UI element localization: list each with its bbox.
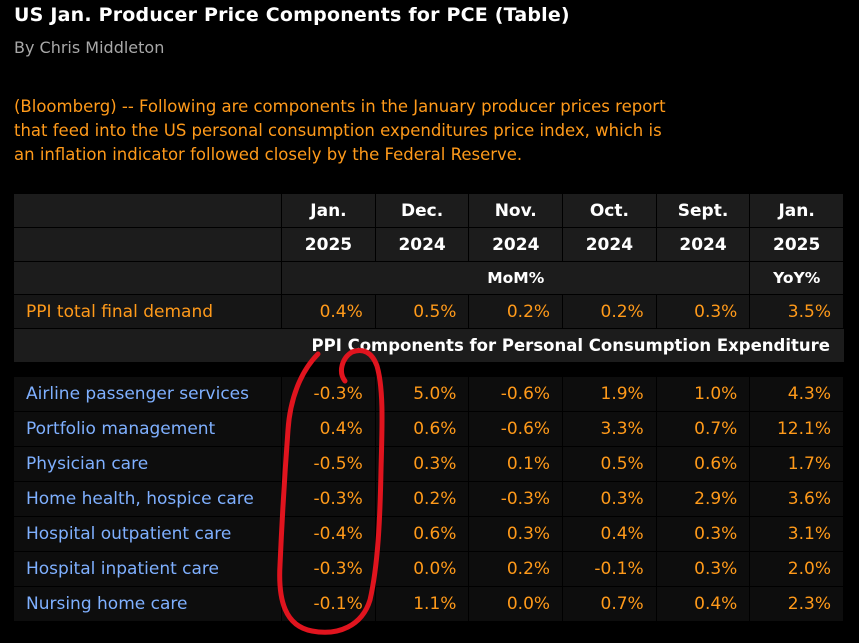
value-cell: 0.2%: [469, 295, 564, 329]
row-label: PPI total final demand: [14, 295, 283, 329]
value-cell: 0.0%: [469, 587, 564, 622]
value-cell: -0.3%: [282, 552, 376, 587]
value-cell: 2.9%: [656, 482, 751, 517]
value-cell: 1.1%: [375, 587, 470, 622]
header-month: Jan.: [750, 194, 844, 228]
spacer-cell: [14, 363, 844, 377]
components-header-spacer: [14, 329, 283, 363]
row-label: Airline passenger services: [14, 377, 283, 412]
value-cell: 0.4%: [282, 295, 376, 329]
value-cell: 0.4%: [282, 412, 376, 447]
value-cell: 0.6%: [375, 517, 470, 552]
row-label: Nursing home care: [14, 587, 283, 622]
value-cell: -0.5%: [282, 447, 376, 482]
header-year: 2025: [750, 228, 844, 262]
table-row: Hospital outpatient care -0.4% 0.6% 0.3%…: [14, 517, 844, 552]
header-month: Dec.: [375, 194, 470, 228]
header-year: 2024: [563, 228, 657, 262]
value-cell: -0.3%: [282, 482, 376, 517]
value-cell: 0.2%: [375, 482, 470, 517]
row-label: Home health, hospice care: [14, 482, 283, 517]
value-cell: 0.4%: [656, 587, 751, 622]
header-year: 2025: [282, 228, 376, 262]
headline: US Jan. Producer Price Components for PC…: [14, 4, 570, 26]
row-label: Hospital inpatient care: [14, 552, 283, 587]
table-row: Hospital inpatient care -0.3% 0.0% 0.2% …: [14, 552, 844, 587]
table-row: Portfolio management 0.4% 0.6% -0.6% 3.3…: [14, 412, 844, 447]
ppi-components-table: Jan. Dec. Nov. Oct. Sept. Jan. 2025 2024…: [14, 194, 844, 622]
header-month: Jan.: [282, 194, 376, 228]
value-cell: 0.3%: [656, 295, 751, 329]
value-cell: 5.0%: [375, 377, 470, 412]
row-label: Portfolio management: [14, 412, 283, 447]
table-spacer: [14, 363, 844, 377]
row-label: Physician care: [14, 447, 283, 482]
mom-label: MoM%: [282, 262, 751, 295]
components-title: PPI Components for Personal Consumption …: [282, 329, 844, 363]
value-cell: 0.4%: [563, 517, 657, 552]
table-row: Physician care -0.5% 0.3% 0.1% 0.5% 0.6%…: [14, 447, 844, 482]
value-cell: 0.3%: [375, 447, 470, 482]
value-cell: 0.3%: [656, 552, 751, 587]
header-month: Oct.: [563, 194, 657, 228]
value-cell: 2.0%: [750, 552, 844, 587]
value-cell: 0.7%: [656, 412, 751, 447]
value-cell: 0.6%: [656, 447, 751, 482]
table-row: Airline passenger services -0.3% 5.0% -0…: [14, 377, 844, 412]
value-cell: 0.2%: [563, 295, 657, 329]
value-cell: 0.3%: [656, 517, 751, 552]
header-row-months: Jan. Dec. Nov. Oct. Sept. Jan.: [14, 194, 844, 228]
value-cell: 12.1%: [750, 412, 844, 447]
value-cell: -0.1%: [282, 587, 376, 622]
table-row: Home health, hospice care -0.3% 0.2% -0.…: [14, 482, 844, 517]
value-cell: 1.0%: [656, 377, 751, 412]
value-cell: -0.3%: [282, 377, 376, 412]
header-month: Nov.: [469, 194, 564, 228]
value-cell: 0.2%: [469, 552, 564, 587]
value-cell: 0.5%: [375, 295, 470, 329]
header-row-measure: MoM% YoY%: [14, 262, 844, 295]
value-cell: 2.3%: [750, 587, 844, 622]
intro-line: (Bloomberg) -- Following are components …: [14, 97, 666, 116]
value-cell: -0.3%: [469, 482, 564, 517]
value-cell: 3.5%: [750, 295, 844, 329]
value-cell: 3.1%: [750, 517, 844, 552]
value-cell: 0.6%: [375, 412, 470, 447]
header-row-years: 2025 2024 2024 2024 2024 2025: [14, 228, 844, 262]
value-cell: 0.7%: [563, 587, 657, 622]
intro-paragraph: (Bloomberg) -- Following are components …: [14, 95, 774, 167]
yoy-label: YoY%: [750, 262, 844, 295]
value-cell: 0.3%: [563, 482, 657, 517]
total-demand-row: PPI total final demand 0.4% 0.5% 0.2% 0.…: [14, 295, 844, 329]
value-cell: 1.7%: [750, 447, 844, 482]
table-row: Nursing home care -0.1% 1.1% 0.0% 0.7% 0…: [14, 587, 844, 622]
intro-line: that feed into the US personal consumpti…: [14, 121, 662, 140]
header-corner-cell: [14, 228, 283, 262]
header-corner-cell: [14, 262, 283, 295]
components-header-row: PPI Components for Personal Consumption …: [14, 329, 844, 363]
value-cell: -0.6%: [469, 412, 564, 447]
value-cell: -0.1%: [563, 552, 657, 587]
value-cell: -0.6%: [469, 377, 564, 412]
value-cell: -0.4%: [282, 517, 376, 552]
value-cell: 1.9%: [563, 377, 657, 412]
value-cell: 0.1%: [469, 447, 564, 482]
value-cell: 4.3%: [750, 377, 844, 412]
value-cell: 3.3%: [563, 412, 657, 447]
byline: By Chris Middleton: [14, 38, 165, 57]
value-cell: 3.6%: [750, 482, 844, 517]
header-corner-cell: [14, 194, 283, 228]
value-cell: 0.3%: [469, 517, 564, 552]
row-label: Hospital outpatient care: [14, 517, 283, 552]
header-month: Sept.: [656, 194, 751, 228]
header-year: 2024: [656, 228, 751, 262]
value-cell: 0.5%: [563, 447, 657, 482]
intro-line: an inflation indicator followed closely …: [14, 145, 523, 164]
header-year: 2024: [469, 228, 564, 262]
header-year: 2024: [375, 228, 470, 262]
value-cell: 0.0%: [375, 552, 470, 587]
